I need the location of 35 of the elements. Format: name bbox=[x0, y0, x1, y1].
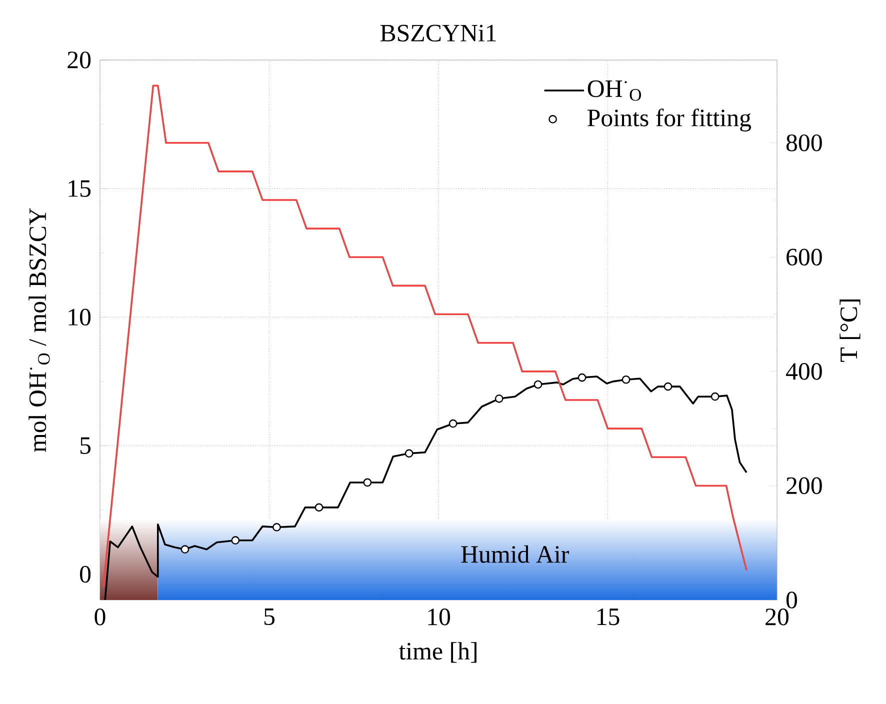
x-tick-label: 10 bbox=[428, 608, 450, 626]
x-tick-label: 0 bbox=[94, 608, 106, 626]
y-tick-label: 0 bbox=[80, 566, 91, 583]
legend-label: Points for fitting bbox=[588, 108, 752, 132]
y2-tick-label: 200 bbox=[786, 477, 822, 494]
point bbox=[622, 375, 630, 384]
point bbox=[231, 536, 240, 545]
y-tick-label: 5 bbox=[80, 437, 91, 454]
x-axis-title: time [h] bbox=[398, 642, 476, 663]
y-tick-label: 15 bbox=[68, 180, 91, 197]
x-tick-label: 20 bbox=[766, 608, 789, 626]
y2-tick-label: 800 bbox=[786, 134, 822, 152]
point bbox=[404, 449, 414, 458]
point bbox=[534, 380, 542, 389]
y2-tick-label: 400 bbox=[786, 363, 822, 380]
y-axis-title: mol OH$^{·}$$_{O}$ / mol BSZCY bbox=[28, 208, 50, 452]
point bbox=[272, 523, 281, 532]
y2-axis-title: T [°C] bbox=[840, 300, 860, 362]
point bbox=[494, 394, 504, 403]
x-tick-label: 5 bbox=[264, 608, 275, 626]
y2-tick-label: 0 bbox=[786, 592, 798, 608]
legend-label: OH$^{·}$O bbox=[588, 80, 641, 101]
point bbox=[710, 392, 720, 401]
band-label: Humid Air bbox=[461, 545, 569, 563]
y-tick-label: 10 bbox=[68, 308, 91, 326]
point bbox=[664, 382, 672, 391]
point bbox=[578, 373, 586, 382]
chart-title: BSZCYNi1 bbox=[380, 24, 496, 42]
point bbox=[448, 419, 458, 428]
x-tick-label: 15 bbox=[597, 608, 620, 626]
y2-tick-label: 600 bbox=[786, 248, 822, 266]
y-tick-label: 20 bbox=[68, 52, 91, 68]
point bbox=[314, 503, 324, 512]
point bbox=[363, 478, 372, 487]
point bbox=[180, 545, 190, 554]
